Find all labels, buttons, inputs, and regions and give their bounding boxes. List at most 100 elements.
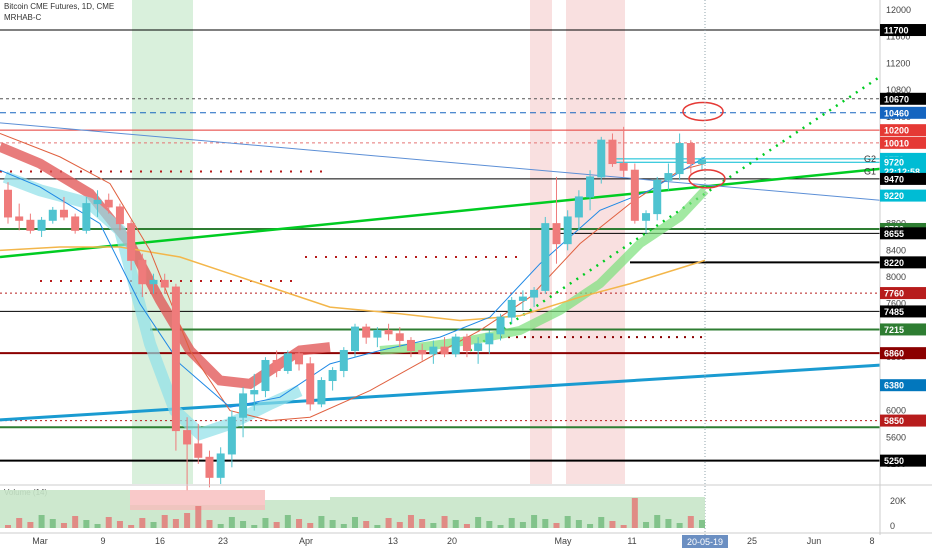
price-label-box [880, 379, 926, 392]
highlight-circle [688, 169, 726, 189]
candle-body [462, 336, 471, 351]
volume-bar [575, 520, 582, 528]
x-tick-label: 8 [869, 536, 874, 546]
candle-body [138, 259, 147, 285]
candle-body [474, 343, 483, 351]
volume-bar [262, 518, 269, 528]
volume-bar [340, 524, 347, 528]
volume-bar [16, 518, 23, 528]
volume-bar [161, 515, 168, 528]
price-label: 10460 [884, 108, 909, 118]
volume-bar [531, 515, 538, 528]
chart-subtitle: MRHAB-C [4, 13, 42, 22]
candle-body [351, 326, 359, 351]
volume-bar [441, 516, 448, 528]
volume-bar [296, 519, 303, 528]
candle-body [406, 339, 415, 351]
candle-body [317, 380, 326, 405]
volume-bar [72, 516, 79, 528]
price-label-box [880, 227, 926, 240]
candle-body [283, 353, 292, 372]
y-tick-label: 6000 [886, 406, 906, 416]
candle-body [183, 430, 192, 445]
volume-bar [497, 525, 504, 528]
price-label: 9720 [884, 158, 904, 168]
price-label-box [880, 136, 926, 149]
y-tick-label: 11200 [886, 58, 910, 68]
volume-bar [38, 515, 45, 528]
candle-body [552, 223, 561, 245]
x-tick-label: 9 [100, 536, 105, 546]
candle-body [563, 216, 572, 245]
volume-bar [83, 520, 90, 528]
price-label-box [880, 454, 926, 467]
volume-bar [452, 520, 459, 528]
volume-bar [116, 521, 123, 528]
volume-bar [587, 524, 594, 528]
price-label-box [880, 323, 926, 336]
price-label-box [880, 24, 926, 37]
candle-body [127, 223, 136, 261]
candle-body [418, 349, 427, 355]
price-label: 9220 [884, 191, 904, 201]
y-tick-label: 11600 [886, 32, 910, 42]
candle-body [530, 289, 539, 298]
x-tick-label: Apr [299, 536, 313, 546]
price-label: 5850 [884, 416, 904, 426]
price-label: 6380 [884, 381, 904, 391]
candle-body [328, 370, 337, 382]
volume-bar [598, 517, 605, 528]
volume-bar [396, 522, 403, 528]
volume-bar [407, 515, 414, 528]
volume-bar [329, 520, 336, 528]
candle-body [339, 349, 348, 372]
candle-body [451, 336, 460, 355]
price-label-box [880, 287, 926, 300]
volume-bar [609, 521, 616, 528]
candle-body [630, 169, 639, 221]
candle-body [15, 216, 24, 221]
volume-bar [508, 518, 515, 528]
candle-body [507, 299, 516, 318]
volume-bar [27, 522, 34, 528]
x-tick-label: Mar [32, 536, 48, 546]
volume-bar [105, 517, 112, 528]
candle-body [194, 443, 203, 458]
candle-body [295, 353, 304, 365]
cursor-date-box [682, 535, 728, 548]
candle-body [59, 209, 68, 218]
volume-bar [564, 516, 571, 528]
x-tick-label: 20 [447, 536, 457, 546]
volume-bar [228, 517, 235, 528]
price-label-box [880, 92, 926, 105]
price-label: 7485 [884, 307, 904, 317]
candle-body [518, 296, 527, 301]
volume-bar [463, 524, 470, 528]
candle-body [642, 213, 651, 221]
volume-bar [128, 525, 135, 528]
candle-body [373, 329, 382, 338]
price-label: 8655 [884, 229, 904, 239]
volume-bar [195, 506, 202, 528]
price-label: 10670 [884, 94, 909, 104]
trend-line [0, 122, 881, 201]
price-label-box [880, 347, 926, 360]
volume-bar [430, 523, 437, 528]
volume-tick-label: 0 [890, 521, 895, 531]
price-label: 11700 [884, 26, 909, 36]
candle-body [653, 179, 662, 215]
candle-body [608, 139, 617, 165]
x-tick-label: 13 [388, 536, 398, 546]
volume-bar [665, 519, 672, 528]
volume-bar [643, 522, 650, 528]
price-label-box [880, 256, 926, 269]
volume-bar [687, 516, 694, 528]
volume-tick-label: 20K [890, 496, 906, 506]
ema-ribbon [379, 187, 709, 355]
candle-body [48, 209, 57, 221]
volume-bar [363, 521, 370, 528]
x-tick-label: 11 [627, 536, 636, 546]
candle-body [149, 279, 158, 285]
candle-body [395, 333, 404, 341]
